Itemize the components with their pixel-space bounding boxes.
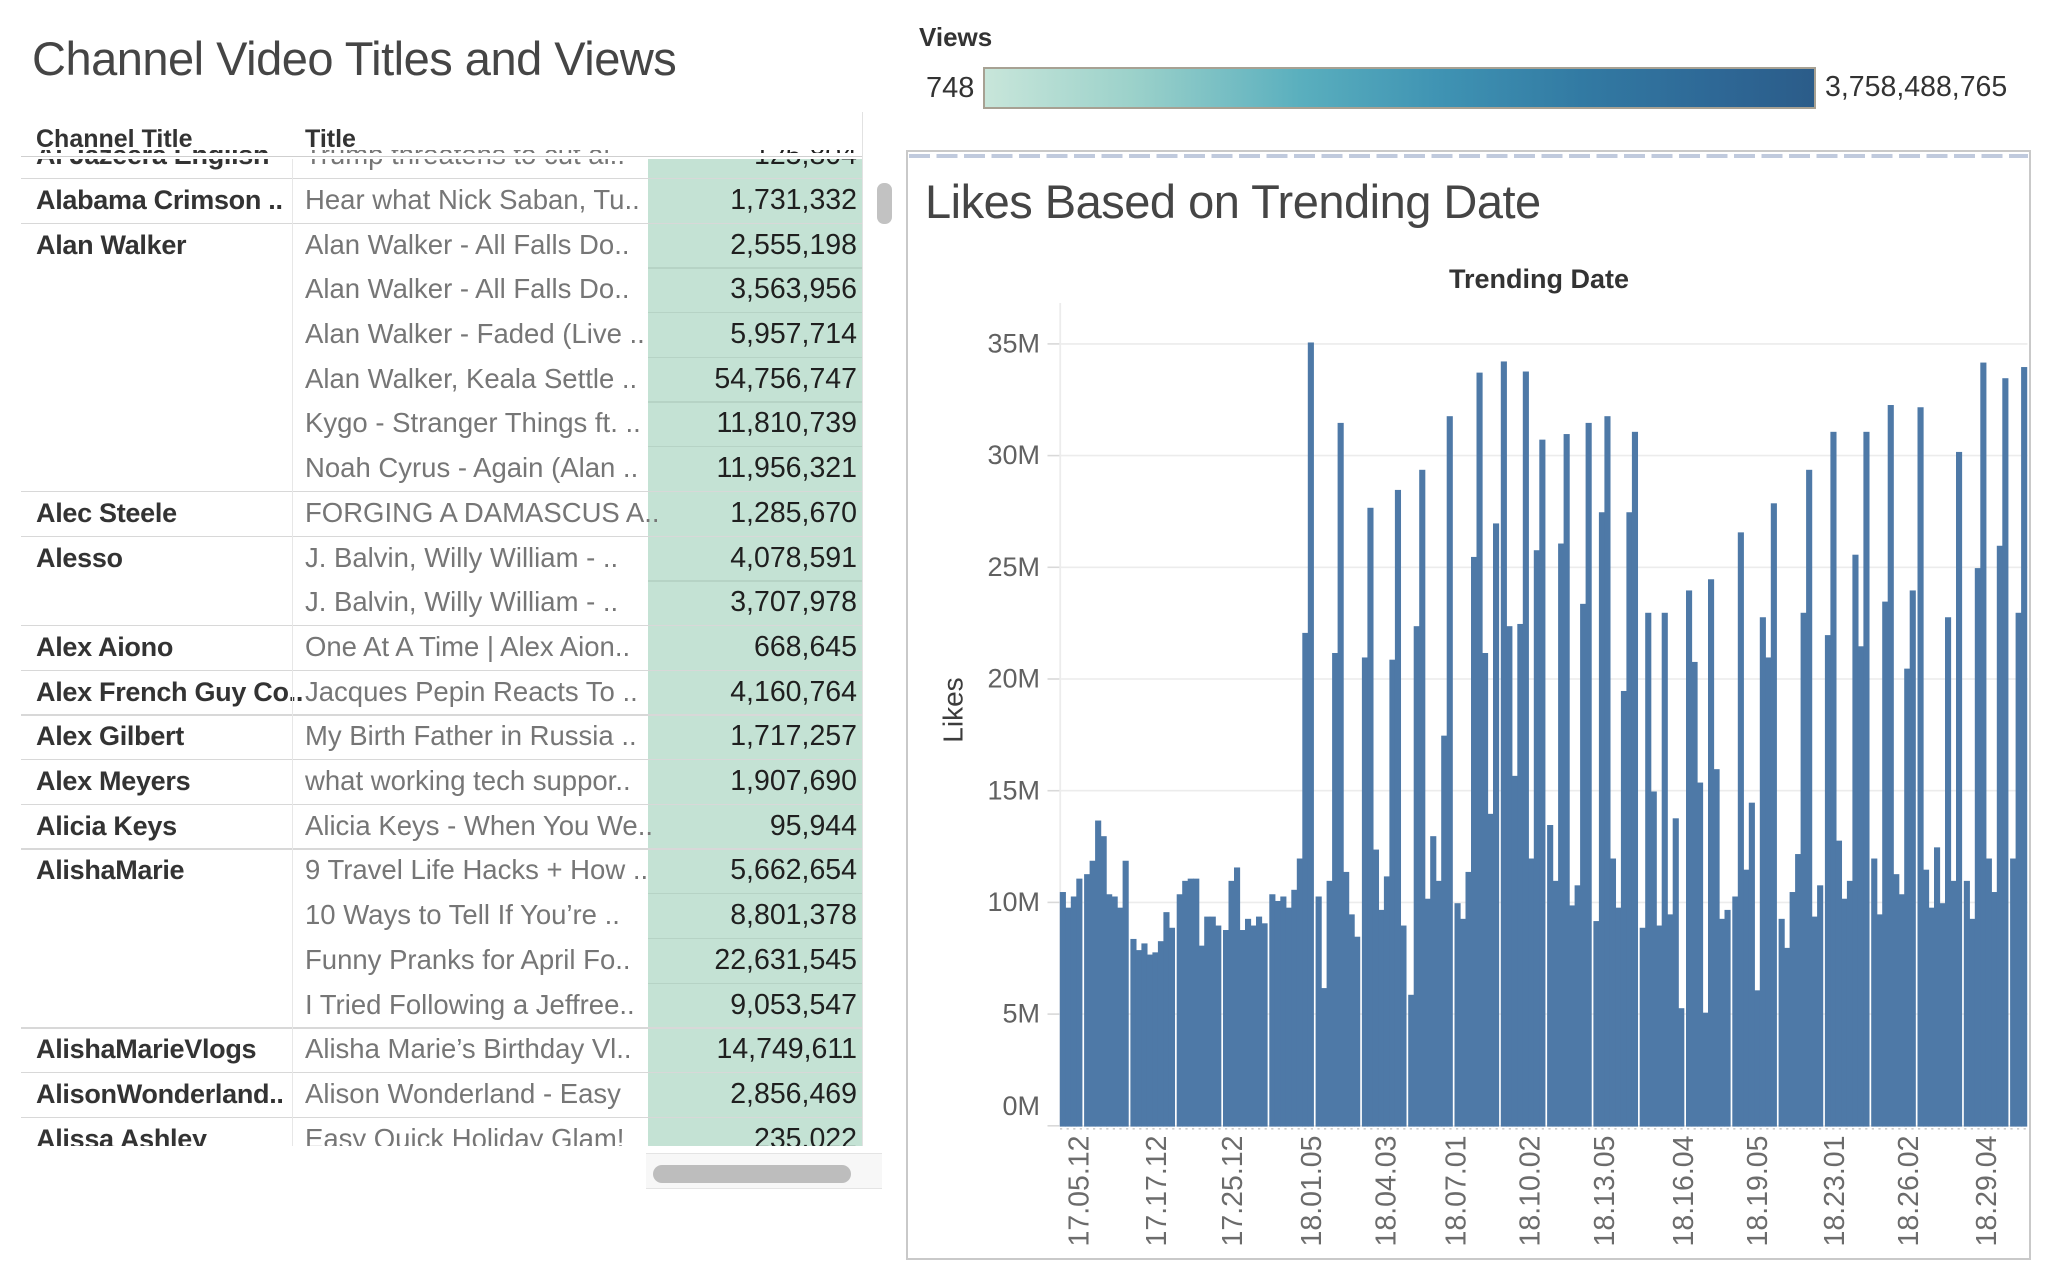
svg-text:18.10.02: 18.10.02: [1515, 1136, 1547, 1247]
svg-text:0M: 0M: [1002, 1091, 1040, 1121]
svg-text:25M: 25M: [987, 552, 1040, 582]
svg-text:30M: 30M: [987, 440, 1040, 470]
svg-text:17.05.12: 17.05.12: [1064, 1136, 1096, 1247]
svg-text:17.25.12: 17.25.12: [1217, 1136, 1249, 1247]
svg-text:18.13.05: 18.13.05: [1589, 1136, 1621, 1247]
svg-text:18.23.01: 18.23.01: [1819, 1136, 1851, 1247]
svg-text:18.04.03: 18.04.03: [1371, 1136, 1403, 1247]
svg-text:18.16.04: 18.16.04: [1668, 1135, 1700, 1246]
svg-text:18.19.05: 18.19.05: [1742, 1136, 1774, 1247]
svg-text:17.17.12: 17.17.12: [1141, 1136, 1173, 1247]
svg-text:20M: 20M: [987, 664, 1040, 694]
svg-text:18.01.05: 18.01.05: [1296, 1136, 1328, 1247]
svg-text:35M: 35M: [987, 329, 1040, 359]
svg-text:18.07.01: 18.07.01: [1441, 1136, 1473, 1247]
svg-text:15M: 15M: [987, 775, 1040, 805]
svg-text:5M: 5M: [1002, 999, 1040, 1029]
svg-text:18.26.02: 18.26.02: [1893, 1136, 1925, 1247]
svg-text:10M: 10M: [987, 887, 1040, 917]
svg-text:18.29.04: 18.29.04: [1971, 1135, 2003, 1246]
